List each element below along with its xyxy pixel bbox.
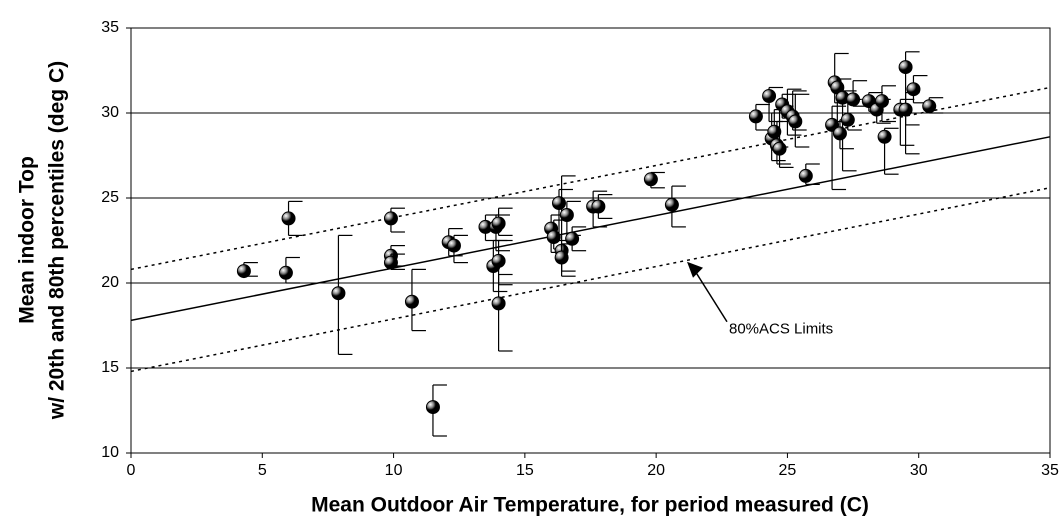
point [383, 255, 398, 270]
point [236, 264, 251, 279]
point [877, 129, 892, 144]
limit-line [130, 86, 1051, 271]
point [278, 265, 293, 280]
point [788, 114, 803, 129]
y-tick-label: 30 [101, 104, 119, 121]
point [446, 238, 461, 253]
point [798, 168, 813, 183]
y-axis-title: w/ 20th and 80th percentiles (deg C) [46, 61, 69, 420]
point [922, 99, 937, 114]
regression-line [130, 136, 1051, 322]
point [748, 109, 763, 124]
point [331, 286, 346, 301]
x-tick-label: 5 [258, 462, 267, 479]
point [404, 294, 419, 309]
point [898, 60, 913, 75]
point [559, 208, 574, 222]
y-axis-title: Mean indoor Top [16, 156, 39, 324]
point [898, 102, 913, 117]
x-tick-label: 30 [910, 462, 928, 479]
plot-area [131, 28, 1050, 453]
annotation-arrowhead [686, 261, 703, 278]
point [491, 216, 506, 231]
point [840, 112, 855, 127]
point [591, 199, 606, 214]
y-tick-label: 15 [101, 359, 119, 376]
point [565, 231, 580, 246]
point [551, 196, 566, 211]
point [832, 126, 847, 141]
x-tick-label: 35 [1041, 462, 1059, 479]
point [554, 250, 569, 265]
x-tick-label: 10 [385, 462, 403, 479]
point [906, 82, 921, 97]
y-tick-label: 25 [101, 189, 119, 206]
point [846, 92, 861, 107]
point [281, 211, 296, 226]
y-tick-label: 35 [101, 19, 119, 36]
annotation-arrow [692, 267, 728, 323]
annotation: 80%ACS Limits [729, 321, 833, 338]
x-axis-title: Mean Outdoor Air Temperature, for period… [311, 494, 869, 517]
point [643, 172, 658, 187]
y-tick-label: 10 [101, 444, 119, 461]
x-tick-label: 0 [127, 462, 136, 479]
y-tick-label: 20 [101, 274, 119, 291]
point [762, 89, 777, 103]
point [383, 211, 398, 226]
point [772, 141, 787, 156]
point [546, 230, 561, 245]
point [767, 124, 782, 139]
plot-border [130, 27, 1051, 454]
point [491, 296, 506, 311]
point [874, 94, 889, 109]
x-tick-label: 15 [516, 462, 534, 479]
limit-line [130, 187, 1051, 373]
x-tick-label: 20 [647, 462, 665, 479]
x-tick-label: 25 [779, 462, 797, 479]
point [664, 197, 679, 212]
point [491, 253, 506, 268]
point [425, 400, 440, 415]
